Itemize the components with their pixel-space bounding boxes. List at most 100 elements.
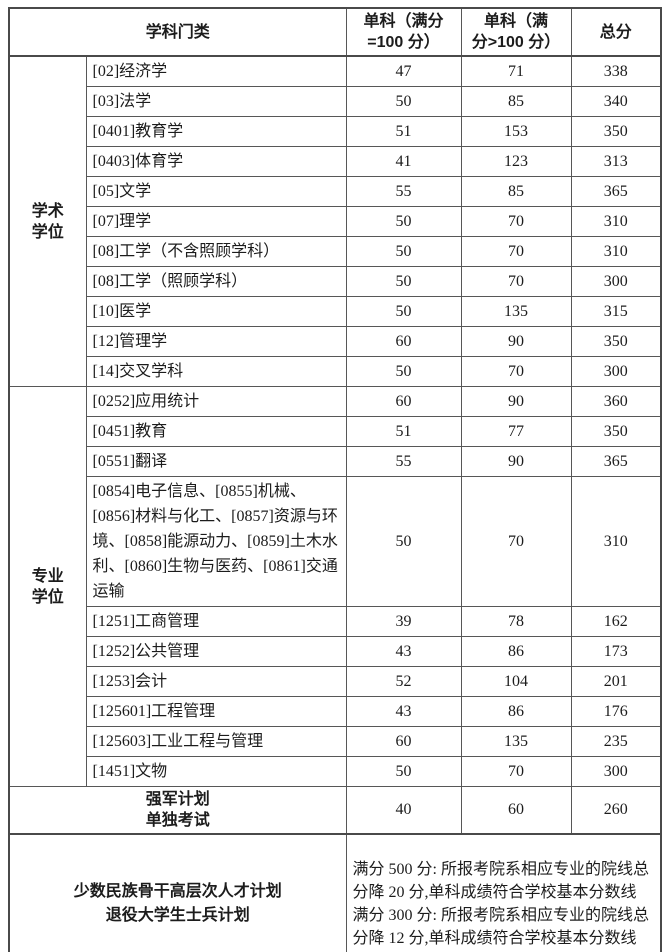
subject-cell: [0451]教育 — [85, 416, 347, 447]
single-100-cell: 52 — [345, 666, 462, 697]
header-category: 学科门类 — [8, 7, 347, 57]
table-row: [12]管理学 60 90 350 — [9, 326, 662, 357]
single-gt100-cell: 123 — [460, 146, 572, 177]
subject-cell: [07]理学 — [85, 206, 347, 237]
special-single-100-cell: 40 — [345, 786, 462, 835]
single-100-cell: 50 — [345, 266, 462, 297]
minority-veteran-row: 少数民族骨干高层次人才计划 退役大学生士兵计划 满分 500 分: 所报考院系相… — [8, 833, 662, 952]
subject-cell: [02]经济学 — [85, 55, 347, 87]
table-row: [1251]工商管理 39 78 162 — [9, 606, 662, 637]
single-100-cell: 50 — [345, 236, 462, 267]
single-100-cell: 55 — [345, 176, 462, 207]
single-gt100-cell: 70 — [460, 206, 572, 237]
single-100-cell: 60 — [345, 726, 462, 757]
table-row: [08]工学（照顾学科） 50 70 300 — [9, 266, 662, 297]
table-row: [03]法学 50 85 340 — [9, 86, 662, 117]
subject-cell: [03]法学 — [85, 86, 347, 117]
single-gt100-cell: 70 — [460, 356, 572, 387]
section-label: 学术 学位 — [8, 55, 87, 387]
subject-cell: [1252]公共管理 — [85, 636, 347, 667]
single-gt100-cell: 90 — [460, 326, 572, 357]
table-row: 学术 学位 [02]经济学 47 71 338 — [8, 55, 662, 387]
total-cell: 173 — [570, 636, 662, 667]
sections-body: 学术 学位 [02]经济学 47 71 338 [03]法学 50 85 340 [0401]教育… — [8, 55, 662, 787]
single-100-cell: 47 — [345, 55, 462, 87]
single-100-cell: 51 — [345, 116, 462, 147]
table-row: [07]理学 50 70 310 — [9, 206, 662, 237]
total-cell: 340 — [570, 86, 662, 117]
subject-cell: [1253]会计 — [85, 666, 347, 697]
single-100-cell: 60 — [345, 386, 462, 417]
total-cell: 310 — [570, 206, 662, 237]
single-100-cell: 51 — [345, 416, 462, 447]
total-cell: 350 — [570, 326, 662, 357]
single-gt100-cell: 77 — [460, 416, 572, 447]
subject-cell: [125603]工业工程与管理 — [85, 726, 347, 757]
total-cell: 365 — [570, 446, 662, 477]
subject-cell: [0854]电子信息、[0855]机械、[0856]材料与化工、[0857]资源… — [85, 476, 347, 607]
single-100-cell: 50 — [345, 206, 462, 237]
subject-cell: [1451]文物 — [85, 756, 347, 787]
subject-cell: [10]医学 — [85, 296, 347, 327]
table-row: [0854]电子信息、[0855]机械、[0856]材料与化工、[0857]资源… — [9, 476, 662, 607]
subject-cell: [08]工学（不含照顾学科） — [85, 236, 347, 267]
total-cell: 338 — [570, 55, 662, 87]
single-gt100-cell: 86 — [460, 696, 572, 727]
single-100-cell: 55 — [345, 446, 462, 477]
score-reduction-note: 满分 500 分: 所报考院系相应专业的院线总分降 20 分,单科成绩符合学校基… — [345, 833, 662, 952]
table-row: [05]文学 55 85 365 — [9, 176, 662, 207]
single-gt100-cell: 104 — [460, 666, 572, 697]
total-cell: 310 — [570, 476, 662, 607]
table-row: [1253]会计 52 104 201 — [9, 666, 662, 697]
special-total-cell: 260 — [570, 786, 662, 835]
subject-cell: [08]工学（照顾学科） — [85, 266, 347, 297]
minority-veteran-label: 少数民族骨干高层次人才计划 退役大学生士兵计划 — [8, 833, 347, 952]
single-100-cell: 41 — [345, 146, 462, 177]
header-row: 学科门类 单科（满分 =100 分） 单科（满 分>100 分） 总分 — [8, 7, 662, 57]
total-cell: 176 — [570, 696, 662, 727]
subject-cell: [14]交叉学科 — [85, 356, 347, 387]
subject-cell: [1251]工商管理 — [85, 606, 347, 637]
subject-cell: [0252]应用统计 — [85, 386, 347, 417]
subject-cell: [0401]教育学 — [85, 116, 347, 147]
subject-cell: [125601]工程管理 — [85, 696, 347, 727]
special-plan-row: 强军计划 单独考试 40 60 260 — [8, 786, 662, 835]
total-cell: 300 — [570, 356, 662, 387]
table-row: [10]医学 50 135 315 — [9, 296, 662, 327]
subject-cell: [0403]体育学 — [85, 146, 347, 177]
total-cell: 313 — [570, 146, 662, 177]
single-100-cell: 50 — [345, 356, 462, 387]
subject-cell: [12]管理学 — [85, 326, 347, 357]
single-100-cell: 50 — [345, 296, 462, 327]
header-single-full-100: 单科（满分 =100 分） — [345, 7, 462, 57]
special-single-gt100-cell: 60 — [460, 786, 572, 835]
section-label: 专业 学位 — [8, 386, 87, 787]
total-cell: 315 — [570, 296, 662, 327]
total-cell: 201 — [570, 666, 662, 697]
total-cell: 310 — [570, 236, 662, 267]
single-100-cell: 50 — [345, 756, 462, 787]
single-gt100-cell: 135 — [460, 296, 572, 327]
table-row: [125603]工业工程与管理 60 135 235 — [9, 726, 662, 757]
single-gt100-cell: 90 — [460, 446, 572, 477]
table-row: [125601]工程管理 43 86 176 — [9, 696, 662, 727]
single-gt100-cell: 85 — [460, 176, 572, 207]
single-100-cell: 43 — [345, 636, 462, 667]
table-row: [0403]体育学 41 123 313 — [9, 146, 662, 177]
table-row: [0401]教育学 51 153 350 — [9, 116, 662, 147]
single-100-cell: 50 — [345, 476, 462, 607]
single-gt100-cell: 70 — [460, 236, 572, 267]
single-100-cell: 43 — [345, 696, 462, 727]
total-cell: 300 — [570, 756, 662, 787]
table-row: [14]交叉学科 50 70 300 — [9, 356, 662, 387]
total-cell: 162 — [570, 606, 662, 637]
table-row: [1451]文物 50 70 300 — [9, 756, 662, 787]
single-100-cell: 50 — [345, 86, 462, 117]
single-gt100-cell: 153 — [460, 116, 572, 147]
single-gt100-cell: 70 — [460, 476, 572, 607]
single-gt100-cell: 90 — [460, 386, 572, 417]
total-cell: 365 — [570, 176, 662, 207]
single-gt100-cell: 70 — [460, 266, 572, 297]
single-gt100-cell: 71 — [460, 55, 572, 87]
